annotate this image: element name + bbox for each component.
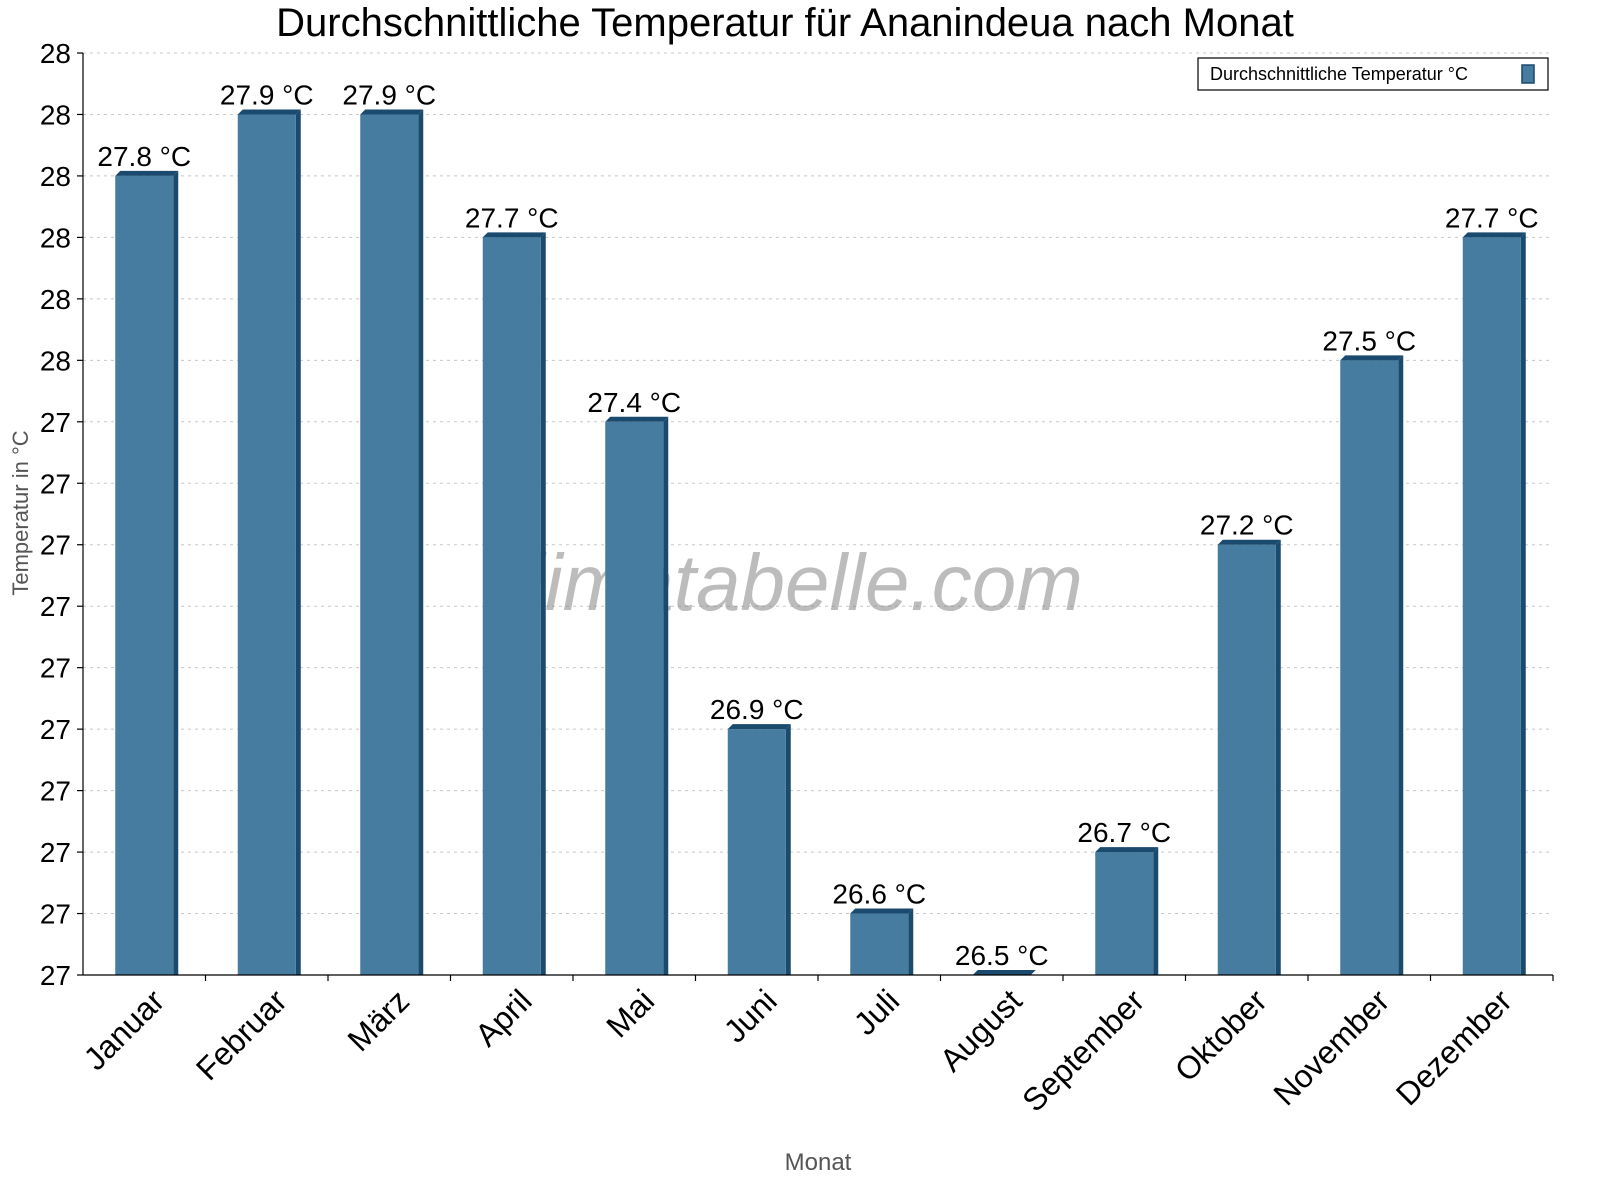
bar-side (785, 724, 791, 975)
bar-top (1340, 355, 1404, 361)
bar-januar: 27.8 °C (97, 141, 191, 975)
data-label: 27.7 °C (465, 202, 559, 233)
data-label: 26.7 °C (1077, 817, 1171, 848)
y-tick-label: 27 (40, 591, 71, 622)
x-tick-label: April (468, 982, 539, 1053)
chart-title: Durchschnittliche Temperatur für Ananind… (276, 1, 1294, 45)
y-tick-label: 28 (40, 345, 71, 376)
y-tick-label: 27 (40, 530, 71, 561)
x-tick-label: September (1015, 982, 1151, 1118)
bar-side (540, 232, 546, 975)
bar-top (850, 908, 914, 914)
bar (850, 913, 909, 975)
bar-side (1153, 847, 1159, 975)
bar-april: 27.7 °C (465, 202, 559, 975)
bar-side (173, 170, 179, 975)
bar-side (908, 908, 914, 975)
bar-juni: 26.9 °C (710, 694, 804, 975)
x-tick-label: Januar (77, 982, 172, 1077)
bar (1095, 852, 1154, 975)
data-label: 27.2 °C (1200, 510, 1294, 541)
bar (360, 114, 419, 975)
data-label: 27.4 °C (587, 387, 681, 418)
bar-side (1275, 539, 1281, 975)
y-tick-label: 27 (40, 714, 71, 745)
bar-top (1095, 847, 1159, 853)
bar-side (1398, 355, 1404, 975)
data-label: 27.7 °C (1445, 202, 1539, 233)
data-label: 27.8 °C (97, 141, 191, 172)
data-label: 26.9 °C (710, 694, 804, 725)
y-axis-label: Temperatur in °C (8, 430, 33, 595)
bar-august: 26.5 °C (955, 940, 1049, 975)
bar-side (1520, 232, 1526, 975)
y-tick-label: 27 (40, 407, 71, 438)
bar-märz: 27.9 °C (342, 79, 436, 975)
x-tick-label: Juni (717, 982, 784, 1049)
x-tick-label: Mai (599, 982, 661, 1044)
x-tick-label: März (340, 982, 416, 1058)
bar (1340, 360, 1399, 975)
y-tick-label: 28 (40, 284, 71, 315)
bar-oktober: 27.2 °C (1200, 510, 1294, 975)
y-tick-label: 27 (40, 899, 71, 930)
bar-juli: 26.6 °C (832, 879, 926, 975)
x-tick-label: Juli (847, 982, 906, 1041)
x-tick-label: November (1266, 982, 1396, 1112)
watermark: klimatabelle.com (487, 538, 1083, 627)
bar (237, 114, 296, 975)
bar-top (727, 724, 791, 730)
bar (605, 421, 664, 975)
data-label: 26.6 °C (832, 879, 926, 910)
bar (1462, 237, 1521, 975)
bar-side (663, 416, 669, 975)
data-label: 27.5 °C (1322, 325, 1416, 356)
bar-top (482, 232, 546, 238)
y-tick-label: 28 (40, 161, 71, 192)
bar-februar: 27.9 °C (220, 79, 314, 975)
data-label: 27.9 °C (220, 79, 314, 110)
bar-side (418, 109, 424, 975)
bar-top (1462, 232, 1526, 238)
bar-dezember: 27.7 °C (1445, 202, 1539, 975)
bar-top (237, 109, 301, 115)
bar-september: 26.7 °C (1077, 817, 1171, 975)
bar-side (295, 109, 301, 975)
bar-mai: 27.4 °C (587, 387, 681, 975)
bars: 27.8 °C 27.9 °C 27.9 °C 27.7 °C 27.4 °C 26.9 … (97, 79, 1539, 975)
bar-top (360, 109, 424, 115)
bar (482, 237, 541, 975)
y-tick-label: 28 (40, 38, 71, 69)
y-tick-label: 27 (40, 653, 71, 684)
x-tick-label: Dezember (1389, 982, 1519, 1112)
y-tick-label: 27 (40, 468, 71, 499)
bar-top (972, 970, 1036, 975)
legend: Durchschnittliche Temperatur °C (1197, 57, 1549, 91)
x-tick-label: Oktober (1168, 982, 1274, 1088)
y-tick-label: 28 (40, 222, 71, 253)
y-tick-label: 28 (40, 99, 71, 130)
x-tick-label: August (933, 982, 1029, 1078)
grid-lines (83, 52, 1553, 915)
bar (727, 729, 786, 975)
data-label: 27.9 °C (342, 79, 436, 110)
y-tick-label: 27 (40, 837, 71, 868)
legend-label: Durchschnittliche Temperatur °C (1210, 64, 1468, 84)
bar (115, 175, 174, 975)
x-tick-label: Februar (189, 982, 294, 1087)
y-tick-label: 27 (40, 960, 71, 991)
bar (1217, 544, 1276, 975)
bar-november: 27.5 °C (1322, 325, 1416, 975)
bar-top (605, 416, 669, 422)
data-label: 26.5 °C (955, 940, 1049, 971)
bar-top (1217, 539, 1281, 545)
y-tick-label: 27 (40, 776, 71, 807)
bar-top (115, 170, 179, 176)
x-axis-label: Monat (785, 1149, 852, 1176)
legend-swatch (1521, 64, 1535, 84)
